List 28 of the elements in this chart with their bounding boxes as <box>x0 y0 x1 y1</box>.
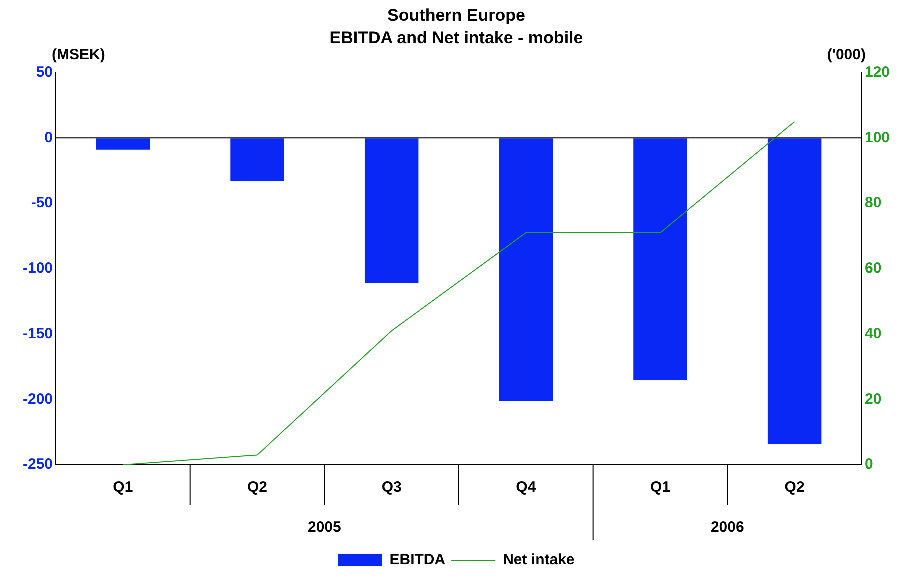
y-tick-label: -100 <box>22 260 54 278</box>
y2-tick-label: 60 <box>864 260 882 278</box>
y-tick-label: -150 <box>22 325 54 342</box>
y-tick-label: -200 <box>22 390 54 408</box>
y-tick-label: -250 <box>22 456 54 474</box>
y-tick-label: 0 <box>44 129 54 146</box>
chart-subtitle: EBITDA and Net intake - mobile <box>330 28 584 48</box>
x-tick-label: Q4 <box>516 479 537 496</box>
x-tick-label: Q1 <box>113 479 134 496</box>
y2-tick-label: 20 <box>864 390 882 408</box>
x-tick-label: Q1 <box>650 479 670 496</box>
y2-tick-label: 100 <box>864 129 890 146</box>
x-tick-label: Q2 <box>248 479 268 496</box>
y-tick-label: -50 <box>31 194 54 212</box>
y-axis-title: (MSEK) <box>52 46 106 64</box>
y2-tick-label: 80 <box>864 194 882 212</box>
y2-tick-label: 120 <box>864 64 890 81</box>
x-tick-label: Q2 <box>784 479 805 496</box>
legend-label: Net intake <box>503 552 575 569</box>
text: 2005 <box>308 519 342 536</box>
y2-tick-label: 0 <box>864 456 874 474</box>
chart-title: Southern Europe <box>388 6 526 25</box>
legend-label: EBITDA <box>390 552 446 569</box>
x-tick-label: Q3 <box>382 479 402 496</box>
text: 2006 <box>710 519 744 536</box>
y-tick-label: 50 <box>36 64 54 81</box>
y2-axis-title: ('000) <box>827 46 866 64</box>
y2-tick-label: 40 <box>864 325 882 342</box>
